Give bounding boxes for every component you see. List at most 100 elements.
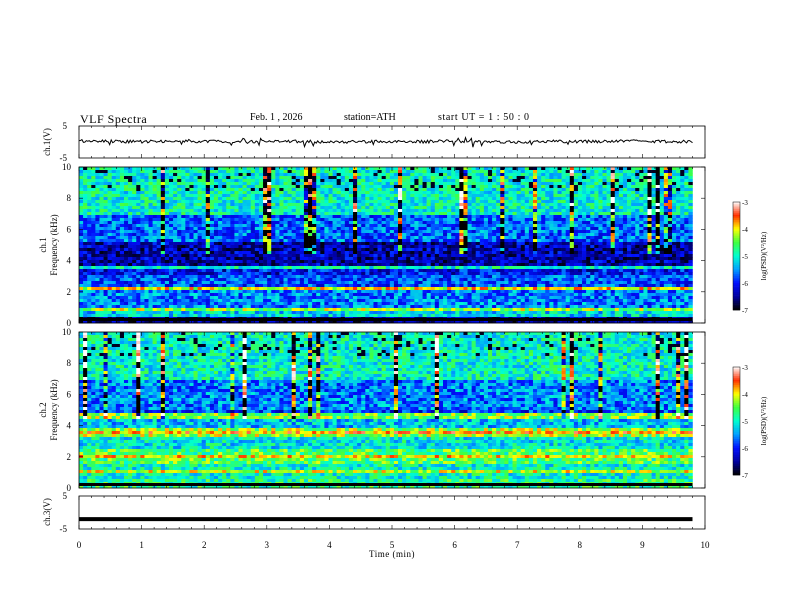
ch1-spectrogram-cell	[238, 197, 243, 201]
ch1-spectrogram-cell	[340, 224, 346, 228]
ch1-spectrogram-cell	[308, 215, 313, 219]
ch1-spectrogram-cell	[250, 248, 256, 252]
ch1-spectrogram-cell	[373, 215, 378, 219]
ch1-spectrogram-cell	[459, 227, 464, 231]
ch1-spectrogram-cell	[688, 176, 693, 180]
ch1-spectrogram-cell	[160, 224, 166, 228]
ch1-spectrogram-cell	[524, 263, 530, 267]
ch1-spectrogram-cell	[369, 167, 374, 171]
ch1-spectrogram-cell	[398, 230, 403, 234]
ch1-spectrogram-cell	[263, 206, 268, 210]
ch1-spectrogram-cell	[303, 221, 309, 225]
ch1-spectrogram-cell	[173, 212, 178, 216]
ch1-spectrogram-cell	[201, 233, 207, 237]
ch1-spectrogram-cell	[524, 230, 530, 234]
ch1-spectrogram-cell	[107, 245, 113, 249]
ch1-spectrogram-cell	[136, 185, 141, 189]
ch1-spectrogram-cell	[275, 263, 280, 267]
ch1-spectrogram-cell	[447, 242, 452, 246]
ch1-spectrogram-cell	[516, 257, 522, 261]
ch1-spectrogram-cell	[443, 170, 448, 174]
ch1-spectrogram-cell	[422, 251, 427, 255]
ch1-spectrogram-cell	[267, 221, 272, 225]
ch1-spectrogram-cell	[193, 185, 198, 189]
ch1-spectrogram-cell	[312, 236, 317, 240]
ch1-spectrogram-cell	[267, 215, 272, 219]
ch1-spectrogram-cell	[205, 257, 211, 261]
ch1-spectrogram-cell	[631, 227, 636, 231]
ch1-spectrogram-cell	[128, 203, 133, 207]
ch1-spectrogram-cell	[541, 212, 546, 216]
ch1-spectrogram-cell	[643, 197, 648, 201]
ch1-spectrogram-cell	[197, 236, 202, 240]
ch1-spectrogram-cell	[451, 203, 456, 207]
ch1-spectrogram-cell	[336, 221, 342, 225]
ch1-spectrogram-cell	[275, 239, 280, 243]
ch1-spectrogram-cell	[107, 221, 113, 225]
ch1-spectrogram-cell	[250, 203, 256, 207]
ch1-spectrogram-cell	[434, 167, 440, 171]
ch1-spectrogram-cell	[148, 182, 153, 186]
ch1-spectrogram-cell	[226, 218, 231, 222]
ch1-spectrogram-cell	[258, 242, 264, 246]
ch1-spectrogram-cell	[467, 200, 472, 204]
ch1-spectrogram-cell	[95, 206, 100, 210]
ch1-spectrogram-cell	[115, 260, 121, 264]
ch1-spectrogram-cell	[508, 251, 513, 255]
ch1-spectrogram-cell	[627, 227, 632, 231]
ch1-spectrogram-cell	[528, 200, 534, 204]
ch1-spectrogram-cell	[410, 188, 415, 192]
ch1-spectrogram-cell	[635, 254, 640, 258]
ch1-spectrogram-cell	[357, 218, 362, 222]
ch1-spectrogram-cell	[479, 260, 485, 264]
ch1-spectrogram-cell	[181, 236, 186, 240]
ch1-spectrogram-cell	[602, 257, 607, 261]
ch1-spectrogram-cell	[553, 188, 558, 192]
ch1-spectrogram-cell	[577, 233, 583, 237]
ch1-spectrogram-cell	[577, 227, 583, 231]
ch1-spectrogram-cell	[128, 260, 133, 264]
ch1-spectrogram-cell	[569, 248, 575, 252]
ch1-spectrogram-cell	[520, 239, 526, 243]
ch1-spectrogram-cell	[430, 212, 436, 216]
ch1-spectrogram-cell	[614, 248, 620, 252]
ch1-spectrogram-cell	[385, 182, 391, 186]
ch1-spectrogram-cell	[475, 212, 481, 216]
ch1-spectrogram-cell	[295, 257, 301, 261]
ch1-spectrogram-cell	[365, 167, 370, 171]
ch1-spectrogram-cell	[532, 197, 538, 201]
ch1-spectrogram-cell	[287, 233, 292, 237]
ch1-spectrogram-cell	[246, 173, 252, 177]
ch1-spectrogram-cell	[173, 194, 178, 198]
ch1-spectrogram-cell	[655, 194, 661, 198]
ch1-spectrogram-cell	[107, 167, 113, 171]
ch1-spectrogram-cell	[140, 242, 145, 246]
ch1-spectrogram-cell	[242, 260, 247, 264]
ch1-spectrogram-cell	[402, 200, 407, 204]
ch1-spectrogram-cell	[99, 200, 104, 204]
ch1-spectrogram-cell	[667, 221, 673, 225]
ch1-spectrogram-cell	[283, 200, 288, 204]
ch1-spectrogram-cell	[197, 188, 202, 192]
ch1-spectrogram-cell	[148, 230, 153, 234]
ch1-spectrogram-cell	[590, 179, 595, 183]
ch1-spectrogram-cell	[512, 248, 517, 252]
ch1-spectrogram-cell	[553, 194, 558, 198]
ch1-spectrogram-cell	[627, 263, 632, 267]
ch1-spectrogram-cell	[651, 182, 656, 186]
ch1-spectrogram-cell	[209, 197, 215, 201]
ch1-spectrogram-cell	[398, 206, 403, 210]
ch1-spectrogram-cell	[614, 206, 620, 210]
ch1-spectrogram-cell	[402, 173, 407, 177]
ch1-spectrogram-cell	[123, 245, 129, 249]
ch1-spectrogram-cell	[398, 218, 403, 222]
ch1-spectrogram-cell	[250, 212, 256, 216]
ch1-spectrogram-cell	[128, 215, 133, 219]
ch1-spectrogram-cell	[181, 170, 186, 174]
ch1-spectrogram-cell	[586, 203, 591, 207]
ch1-spectrogram-cell	[132, 248, 137, 252]
ch1-spectrogram-cell	[422, 239, 427, 243]
ch1-spectrogram-cell	[303, 170, 309, 174]
ch1-spectrogram-cell	[467, 212, 472, 216]
ch1-spectrogram-cell	[455, 200, 460, 204]
